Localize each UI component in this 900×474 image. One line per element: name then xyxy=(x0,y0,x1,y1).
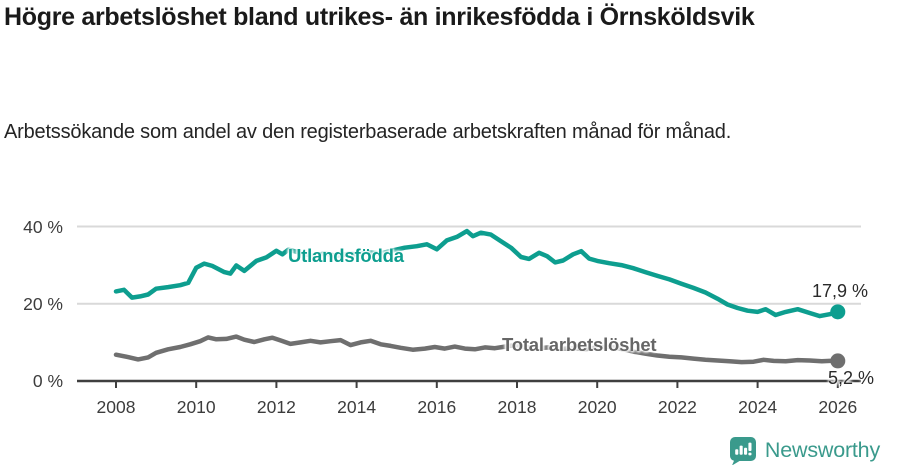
y-tick-label-40: 40 % xyxy=(23,216,63,237)
page-title: Högre arbetslöshet bland utrikes- än inr… xyxy=(4,3,755,31)
series-line-1 xyxy=(113,334,841,365)
x-tick-label-2008: 2008 xyxy=(96,397,136,417)
x-tick-label-2010: 2010 xyxy=(176,397,216,417)
end-value-label-utlandsfodda: 17,9 % xyxy=(811,281,868,301)
series-label-utlandsfodda: Utlandsfödda xyxy=(288,245,404,266)
series-end-dot-0 xyxy=(830,304,846,320)
x-tick-label-2024: 2024 xyxy=(738,397,778,417)
x-tick-label-2020: 2020 xyxy=(577,397,617,417)
x-tick-label-2016: 2016 xyxy=(417,397,457,417)
x-tick-label-2026: 2026 xyxy=(818,397,858,417)
series-label-total-arbetsloshet: Total arbetslöshet xyxy=(502,334,657,355)
series-line-0 xyxy=(113,228,841,319)
y-tick-label-0: 0 % xyxy=(32,371,63,391)
x-tick-label-2012: 2012 xyxy=(256,397,296,417)
series-end-dot-1 xyxy=(830,353,846,369)
bar-chart-speech-bubble-icon xyxy=(729,437,756,465)
newsworthy-logo[interactable]: Newsworthy xyxy=(728,434,880,466)
end-value-label-total: 5,2 % xyxy=(827,368,874,388)
chart-subtitle: Arbetssökande som andel av den registerb… xyxy=(4,121,732,143)
brand-wordmark: Newsworthy xyxy=(764,437,880,462)
x-tick-label-2014: 2014 xyxy=(337,397,377,417)
x-tick-label-2018: 2018 xyxy=(497,397,537,417)
y-tick-label-20: 20 % xyxy=(23,293,63,314)
x-tick-label-2022: 2022 xyxy=(657,397,697,417)
